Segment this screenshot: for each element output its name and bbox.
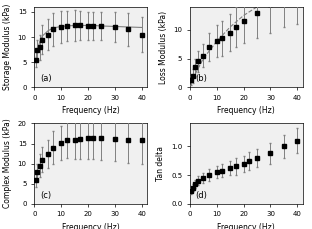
X-axis label: Frequency (Hz): Frequency (Hz): [217, 223, 275, 229]
Text: (a): (a): [40, 74, 51, 83]
Text: (d): (d): [196, 191, 207, 200]
Text: (c): (c): [40, 191, 51, 200]
X-axis label: Frequency (Hz): Frequency (Hz): [217, 106, 275, 115]
Text: (b): (b): [196, 74, 207, 83]
Y-axis label: Storage Modulus (kPa): Storage Modulus (kPa): [3, 4, 12, 90]
Y-axis label: Loss Modulus (kPa): Loss Modulus (kPa): [159, 11, 168, 84]
X-axis label: Frequency (Hz): Frequency (Hz): [62, 223, 119, 229]
Y-axis label: Tan delta: Tan delta: [156, 146, 165, 181]
Y-axis label: Complex Modulus (kPa): Complex Modulus (kPa): [3, 119, 12, 208]
X-axis label: Frequency (Hz): Frequency (Hz): [62, 106, 119, 115]
